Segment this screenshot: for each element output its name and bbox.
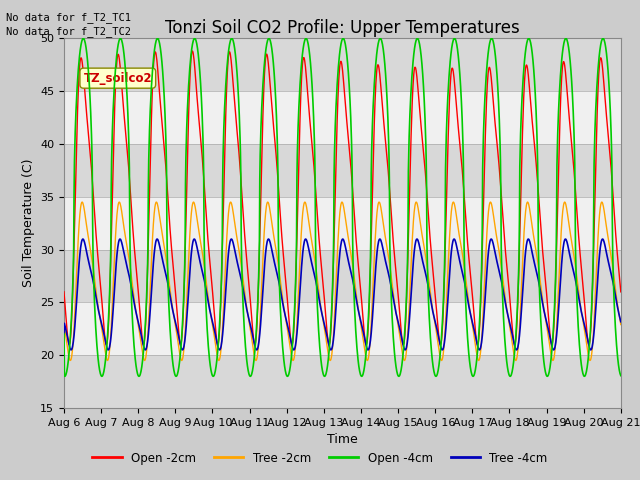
Bar bbox=[64, 38, 621, 91]
Bar bbox=[64, 355, 621, 408]
Text: No data for f_T2_TC1: No data for f_T2_TC1 bbox=[6, 12, 131, 23]
Text: TZ_soilco2: TZ_soilco2 bbox=[83, 72, 152, 84]
Bar bbox=[64, 91, 621, 144]
X-axis label: Time: Time bbox=[327, 433, 358, 446]
Title: Tonzi Soil CO2 Profile: Upper Temperatures: Tonzi Soil CO2 Profile: Upper Temperatur… bbox=[165, 19, 520, 37]
Bar bbox=[64, 250, 621, 302]
Legend: Open -2cm, Tree -2cm, Open -4cm, Tree -4cm: Open -2cm, Tree -2cm, Open -4cm, Tree -4… bbox=[88, 447, 552, 469]
Bar bbox=[64, 197, 621, 250]
Bar bbox=[64, 144, 621, 197]
Y-axis label: Soil Temperature (C): Soil Temperature (C) bbox=[22, 159, 35, 288]
Bar bbox=[64, 302, 621, 355]
Text: No data for f_T2_TC2: No data for f_T2_TC2 bbox=[6, 26, 131, 37]
